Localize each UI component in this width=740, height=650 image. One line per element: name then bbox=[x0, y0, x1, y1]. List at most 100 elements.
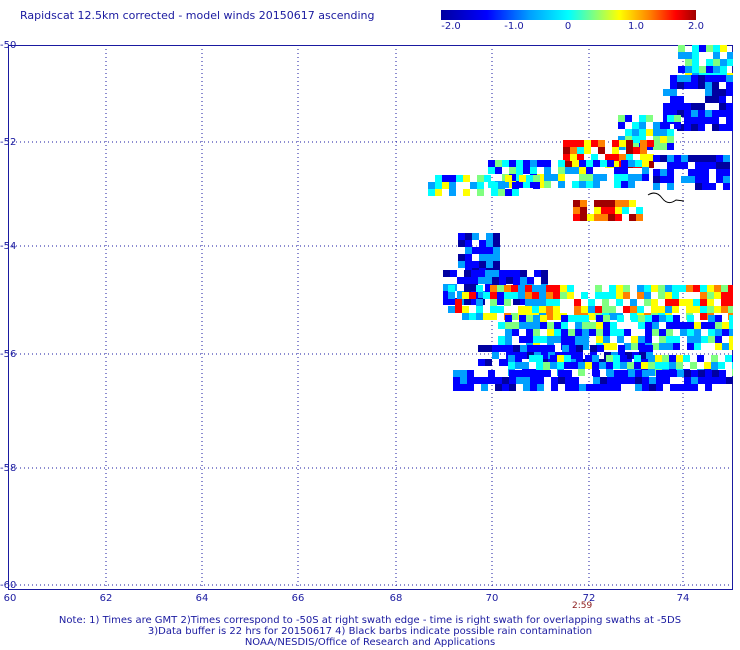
swath-pixel bbox=[726, 89, 733, 96]
swath-pixel bbox=[695, 162, 702, 169]
swath-pixel bbox=[506, 277, 513, 284]
swath-pixel bbox=[502, 160, 509, 167]
swath-pixel bbox=[553, 306, 560, 313]
swath-pixel bbox=[602, 299, 609, 306]
swath-pixel bbox=[639, 122, 646, 129]
swath-pixel bbox=[600, 160, 607, 167]
swath-pixel bbox=[573, 200, 580, 207]
swath-pixel bbox=[527, 277, 534, 284]
swath-pixel bbox=[544, 174, 551, 181]
swath-pixel bbox=[684, 124, 691, 131]
swath-pixel bbox=[618, 136, 625, 143]
swath-pixel bbox=[720, 66, 727, 73]
swath-pixel bbox=[443, 284, 450, 291]
swath-pixel bbox=[632, 143, 639, 150]
swath-pixel bbox=[607, 370, 614, 377]
swath-pixel bbox=[684, 117, 691, 124]
swath-pixel bbox=[508, 355, 515, 362]
swath-pixel bbox=[694, 322, 701, 329]
swath-pixel bbox=[614, 167, 621, 174]
swath-pixel bbox=[653, 136, 660, 143]
swath-pixel bbox=[492, 277, 499, 284]
swath-pixel bbox=[599, 362, 606, 369]
swath-pixel bbox=[698, 370, 705, 377]
swath-pixel bbox=[513, 277, 520, 284]
swath-pixel bbox=[579, 181, 586, 188]
swath-pixel bbox=[509, 384, 516, 391]
swath-pixel bbox=[499, 277, 506, 284]
swath-pixel bbox=[460, 377, 467, 384]
swath-pixel bbox=[450, 298, 457, 305]
swath-pixel bbox=[677, 103, 684, 110]
swath-pixel bbox=[516, 167, 523, 174]
swath-pixel bbox=[638, 336, 645, 343]
swath-pixel bbox=[693, 306, 700, 313]
swath-pixel bbox=[660, 155, 667, 162]
swath-pixel bbox=[443, 291, 450, 298]
swath-pixel bbox=[677, 370, 684, 377]
swath-pixel bbox=[582, 343, 589, 350]
swath-pixel bbox=[495, 167, 502, 174]
swath-pixel bbox=[714, 306, 721, 313]
swath-pixel bbox=[526, 315, 533, 322]
swath-pixel bbox=[557, 362, 564, 369]
swath-pixel bbox=[702, 162, 709, 169]
swath-pixel bbox=[691, 82, 698, 89]
swath-pixel bbox=[698, 110, 705, 117]
swath-pixel bbox=[692, 45, 699, 52]
swath-pixel bbox=[465, 261, 472, 268]
swath-pixel bbox=[442, 175, 449, 182]
swath-pixel bbox=[660, 169, 667, 176]
swath-pixel bbox=[666, 336, 673, 343]
swath-pixel bbox=[700, 292, 707, 299]
swath-pixel bbox=[709, 183, 716, 190]
swath-pixel bbox=[591, 140, 598, 147]
swath-pixel bbox=[711, 362, 718, 369]
swath-pixel bbox=[659, 343, 666, 350]
swath-pixel bbox=[620, 355, 627, 362]
swath-pixel bbox=[533, 315, 540, 322]
swath-pixel bbox=[639, 115, 646, 122]
swath-pixel bbox=[726, 377, 733, 384]
lat-label-50: -50 bbox=[0, 40, 17, 51]
swath-pixel bbox=[448, 306, 455, 313]
swath-pixel bbox=[685, 66, 692, 73]
lat-label-58: -58 bbox=[0, 463, 17, 474]
swath-pixel bbox=[706, 59, 713, 66]
swath-pixel bbox=[568, 329, 575, 336]
swath-pixel bbox=[702, 169, 709, 176]
swath-pixel bbox=[575, 329, 582, 336]
swath-pixel bbox=[502, 384, 509, 391]
swath-pixel bbox=[448, 292, 455, 299]
swath-pixel bbox=[610, 329, 617, 336]
swath-pixel bbox=[477, 182, 484, 189]
swath-pixel bbox=[732, 362, 733, 369]
swath-pixel bbox=[530, 384, 537, 391]
swath-pixel bbox=[570, 147, 577, 154]
swath-pixel bbox=[544, 181, 551, 188]
swath-pixel bbox=[691, 117, 698, 124]
swath-pixel bbox=[536, 362, 543, 369]
swath-pixel bbox=[679, 299, 686, 306]
swath-pixel bbox=[626, 154, 633, 161]
swath-pixel bbox=[622, 207, 629, 214]
swath-pixel bbox=[728, 306, 733, 313]
swath-pixel bbox=[642, 384, 649, 391]
swath-pixel bbox=[712, 82, 719, 89]
swath-pixel bbox=[667, 162, 674, 169]
swath-pixel bbox=[449, 189, 456, 196]
swath-pixel bbox=[640, 140, 647, 147]
swath-pixel bbox=[511, 313, 518, 320]
swath-pixel bbox=[676, 355, 683, 362]
swath-pixel bbox=[621, 181, 628, 188]
swath-pixel bbox=[719, 75, 726, 82]
swath-pixel bbox=[674, 162, 681, 169]
swath-pixel bbox=[530, 370, 537, 377]
swath-pixel bbox=[728, 292, 733, 299]
swath-pixel bbox=[716, 155, 723, 162]
swath-pixel bbox=[577, 147, 584, 154]
swath-pixel bbox=[663, 117, 670, 124]
swath-pixel bbox=[677, 82, 684, 89]
swath-pixel bbox=[523, 167, 530, 174]
swath-pixel bbox=[614, 377, 621, 384]
